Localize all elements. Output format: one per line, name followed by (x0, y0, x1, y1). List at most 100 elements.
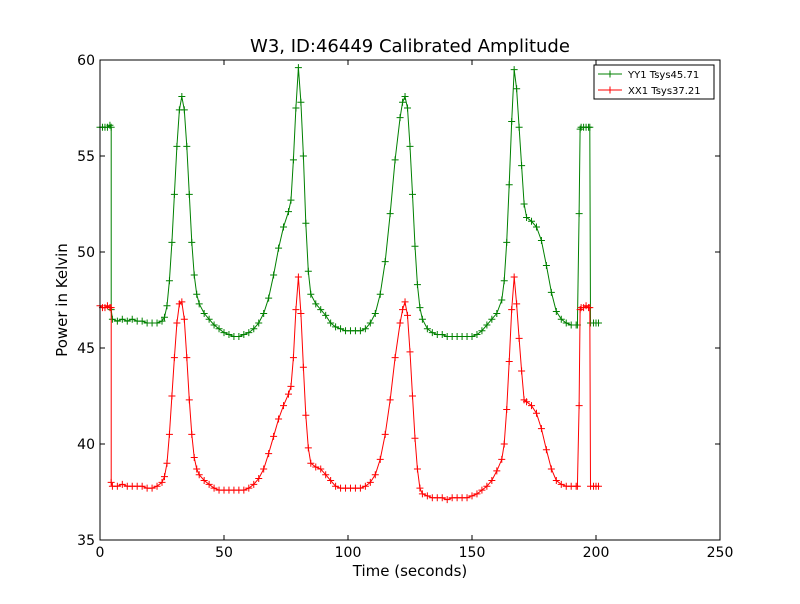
data-point (483, 321, 491, 329)
data-point (371, 471, 379, 479)
data-point (468, 492, 476, 500)
data-point (468, 332, 476, 340)
data-point (500, 440, 508, 448)
data-point (193, 290, 201, 298)
legend-entry: YY1 Tsys45.71 (598, 70, 699, 81)
data-point (284, 390, 292, 398)
data-point (547, 465, 555, 473)
data-point (193, 465, 201, 473)
data-point (552, 308, 560, 316)
data-point (327, 319, 335, 327)
data-point (280, 402, 288, 410)
data-point (473, 490, 481, 498)
data-point (488, 315, 496, 323)
data-point (399, 98, 407, 106)
legend-box (593, 64, 715, 100)
data-point (163, 459, 171, 467)
data-point (532, 223, 540, 231)
data-point (205, 480, 213, 488)
data-point (113, 482, 121, 490)
data-point (180, 106, 188, 114)
y-tick-label: 50 (77, 245, 95, 261)
data-point (188, 238, 196, 246)
x-tick-label: 150 (459, 545, 486, 561)
data-point (361, 325, 369, 333)
data-point (225, 331, 233, 339)
y-axis: 35 40 45 50 55 60 (77, 53, 720, 549)
data-point (297, 309, 305, 317)
data-point (366, 319, 374, 327)
data-point (210, 484, 218, 492)
data-point (108, 315, 116, 323)
data-point (528, 402, 536, 410)
data-point (250, 480, 258, 488)
data-point (168, 238, 176, 246)
data-point (153, 319, 161, 327)
data-point (307, 459, 315, 467)
data-point (575, 402, 583, 410)
data-point (188, 430, 196, 438)
data-point (356, 327, 364, 335)
data-point (401, 298, 409, 306)
data-point (557, 480, 565, 488)
data-point (317, 306, 325, 314)
data-point (513, 300, 521, 308)
data-point (265, 294, 273, 302)
data-point (195, 471, 203, 479)
data-point (411, 242, 419, 250)
data-point (508, 306, 516, 314)
data-point (493, 467, 501, 475)
data-point (418, 315, 426, 323)
data-point (523, 398, 531, 406)
data-point (552, 476, 560, 484)
data-point (408, 392, 416, 400)
data-point (292, 306, 300, 314)
data-point (107, 123, 115, 131)
data-point (396, 114, 404, 122)
data-point (255, 319, 263, 327)
data-point (195, 300, 203, 308)
data-point (438, 494, 446, 502)
data-point (173, 319, 181, 327)
data-point (250, 325, 258, 333)
data-point (275, 244, 283, 252)
data-point (523, 213, 531, 221)
data-point (270, 271, 278, 279)
data-point (376, 290, 384, 298)
data-point (391, 156, 399, 164)
data-point (586, 123, 594, 131)
data-point (542, 261, 550, 269)
data-point (406, 348, 414, 356)
data-point (299, 152, 307, 160)
data-point (265, 450, 273, 458)
data-point (381, 258, 389, 266)
series-1 (96, 273, 602, 504)
x-axis-label: Time (seconds) (352, 562, 468, 580)
data-point (327, 476, 335, 484)
data-point (165, 277, 173, 285)
data-point (173, 142, 181, 150)
data-point (404, 104, 412, 112)
data-point (406, 142, 414, 150)
data-point (542, 446, 550, 454)
x-tick-label: 200 (583, 545, 610, 561)
data-point (307, 290, 315, 298)
data-point (107, 304, 115, 312)
x-tick-label: 100 (335, 545, 362, 561)
data-point (473, 331, 481, 339)
data-point (513, 85, 521, 93)
data-point (528, 217, 536, 225)
data-point (478, 327, 486, 335)
data-point (493, 309, 501, 317)
data-point (178, 298, 186, 306)
data-point (210, 321, 218, 329)
data-point (391, 354, 399, 362)
data-point (158, 478, 166, 486)
data-point (505, 357, 513, 365)
data-point (235, 332, 243, 340)
data-point (294, 273, 302, 281)
data-point (107, 478, 115, 486)
data-point (270, 432, 278, 440)
